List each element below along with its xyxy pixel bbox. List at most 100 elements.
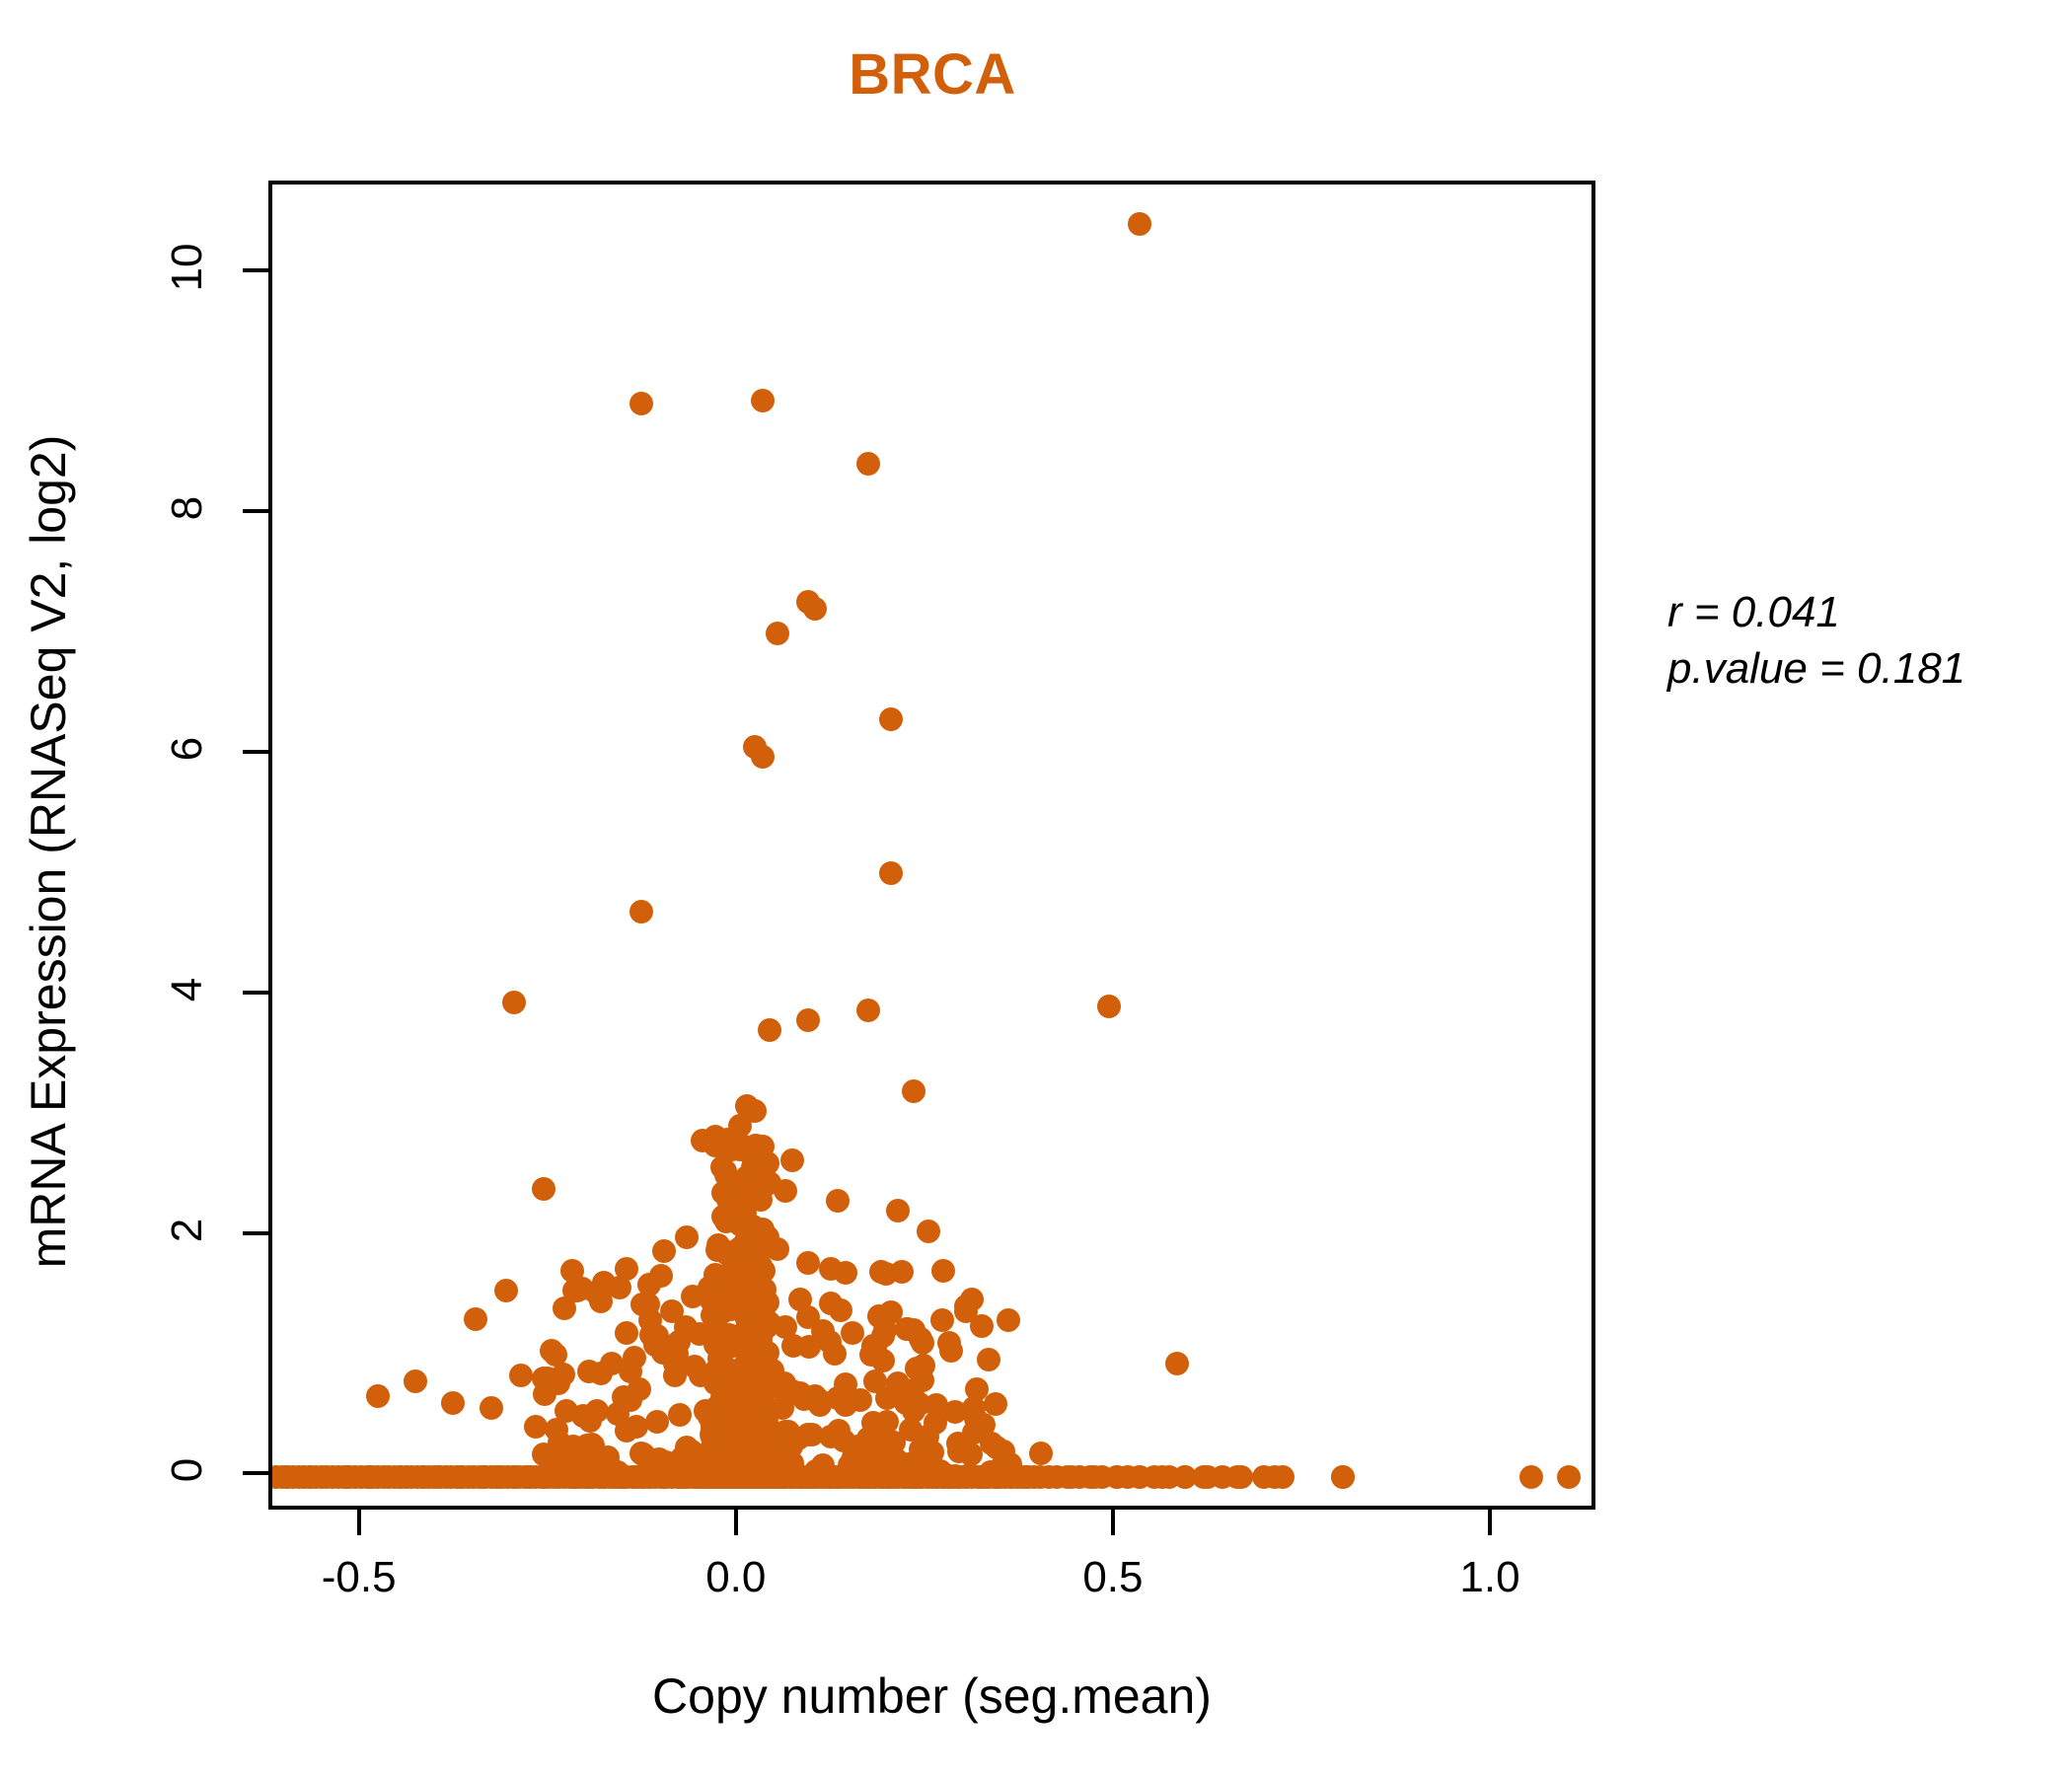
x-tick-mark (733, 1510, 738, 1535)
data-point (532, 1382, 556, 1407)
data-point (878, 707, 903, 732)
data-point (741, 1215, 766, 1239)
data-point (667, 1403, 692, 1428)
data-point (903, 1465, 927, 1490)
y-tick-label: 10 (163, 243, 211, 292)
data-point (886, 1371, 911, 1396)
x-tick-label: 1.0 (1459, 1553, 1520, 1601)
data-point (758, 1017, 782, 1042)
data-point (639, 1322, 664, 1347)
data-point (688, 1322, 712, 1347)
data-point (654, 1449, 679, 1474)
data-point (1557, 1465, 1582, 1490)
data-point (792, 1387, 816, 1412)
data-point (964, 1376, 989, 1401)
data-point (901, 1079, 925, 1104)
data-point (996, 1307, 1020, 1332)
data-point (1331, 1465, 1356, 1490)
x-tick-mark (1488, 1510, 1492, 1535)
data-point (1271, 1465, 1295, 1490)
data-point (699, 1463, 723, 1488)
data-point (750, 745, 775, 770)
data-point (532, 1176, 556, 1201)
y-tick-mark (243, 750, 268, 755)
data-point (572, 1458, 597, 1483)
data-point (796, 1305, 821, 1330)
data-point (501, 990, 526, 1014)
data-point (896, 1317, 921, 1342)
y-tick-mark (243, 268, 268, 273)
data-point (365, 1383, 390, 1408)
data-point (833, 1372, 857, 1397)
data-point (714, 1209, 739, 1233)
data-point (932, 1465, 957, 1490)
data-point (752, 1302, 777, 1327)
data-point (872, 1318, 897, 1343)
correlation-stats: r = 0.041 p.value = 0.181 (1667, 584, 1965, 697)
data-point (780, 1147, 805, 1172)
data-point (795, 1008, 820, 1033)
data-point (855, 999, 880, 1023)
data-point (645, 1409, 670, 1434)
y-tick-mark (243, 1471, 268, 1476)
y-tick-label: 4 (163, 977, 211, 1002)
data-point (548, 1431, 572, 1455)
data-point (750, 389, 775, 413)
data-point (629, 391, 654, 415)
y-tick-label: 8 (163, 495, 211, 521)
data-point (1229, 1465, 1253, 1490)
data-point (694, 1398, 718, 1423)
data-point (1097, 994, 1122, 1018)
data-point (886, 1198, 911, 1222)
data-point (680, 1284, 704, 1308)
data-point (710, 1300, 735, 1325)
data-point (969, 1314, 994, 1339)
data-point (493, 1279, 518, 1303)
x-tick-label: 0.0 (705, 1553, 767, 1601)
data-point (818, 1257, 843, 1282)
x-tick-label: -0.5 (321, 1553, 397, 1601)
pearson-r-label: r = 0.041 (1667, 588, 1840, 636)
data-point (615, 1321, 639, 1346)
data-point (737, 1395, 762, 1420)
data-point (479, 1395, 503, 1420)
y-tick-mark (243, 509, 268, 514)
x-axis-title: Copy number (seg.mean) (652, 1668, 1212, 1724)
data-point (531, 1464, 555, 1489)
data-point (716, 1178, 741, 1203)
data-point (600, 1457, 625, 1482)
data-point (1165, 1351, 1190, 1375)
data-point (665, 1341, 690, 1366)
data-point (722, 1266, 747, 1291)
data-point (930, 1308, 955, 1333)
y-tick-label: 0 (163, 1458, 211, 1483)
data-point (630, 1465, 655, 1490)
data-point (822, 1342, 847, 1367)
data-point (740, 1154, 765, 1179)
data-point (722, 1368, 747, 1392)
data-point (833, 1393, 857, 1418)
x-tick-label: 0.5 (1082, 1553, 1144, 1601)
data-point (739, 1348, 764, 1372)
data-point (831, 1429, 855, 1453)
y-tick-label: 6 (163, 736, 211, 762)
data-point (679, 1439, 703, 1463)
data-point (652, 1239, 677, 1264)
data-point (588, 1289, 613, 1313)
x-tick-mark (356, 1510, 361, 1535)
data-point (441, 1390, 466, 1415)
data-point (735, 1444, 760, 1469)
data-point (983, 1392, 1007, 1417)
data-point (916, 1219, 940, 1243)
data-point (878, 861, 903, 886)
data-point (766, 1373, 790, 1398)
y-tick-mark (243, 990, 268, 995)
data-point (1519, 1465, 1544, 1490)
data-point (709, 1347, 734, 1371)
data-point (544, 1342, 568, 1367)
data-point (963, 1407, 988, 1432)
data-point (629, 900, 654, 925)
data-point (648, 1263, 673, 1288)
data-point (524, 1415, 549, 1440)
